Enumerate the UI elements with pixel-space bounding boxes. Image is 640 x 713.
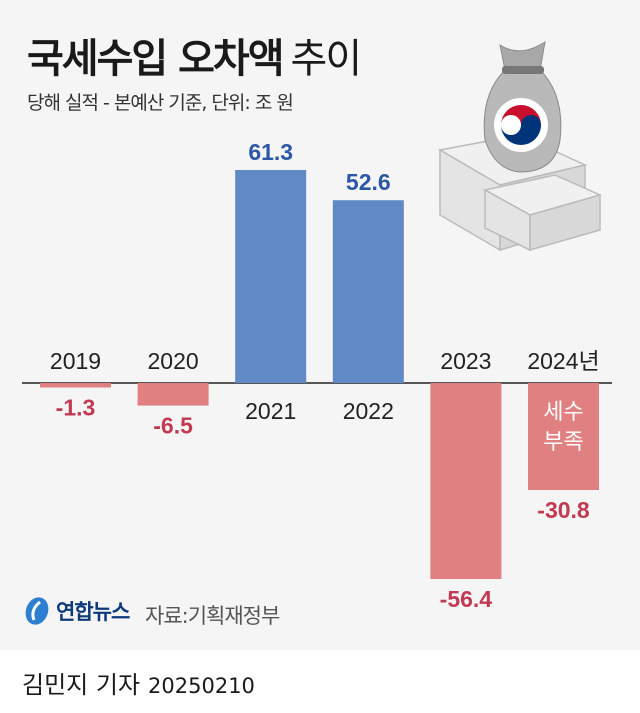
logo-text: 연합뉴스: [56, 600, 130, 624]
bar-2021: [235, 169, 307, 383]
bar-annotation: 세수: [543, 400, 583, 425]
value-label: -6.5: [153, 413, 193, 439]
source-note: 자료:기획재정부: [145, 604, 280, 628]
bar-annotation: 부족: [543, 430, 583, 455]
category-label: 2022: [343, 398, 394, 424]
reporter-name: 김민지 기자: [22, 671, 141, 699]
category-label: 2021: [245, 398, 296, 424]
chart-subtitle: 당해 실적 - 본예산 기준, 단위: 조 원: [27, 92, 294, 114]
value-label: 52.6: [346, 169, 391, 195]
bar-2023: [430, 383, 502, 579]
yonhap-logo: 연합뉴스: [22, 596, 130, 626]
publish-date: 20250210: [148, 674, 255, 698]
category-label: 2024년: [527, 348, 599, 374]
category-label: 2020: [148, 348, 199, 374]
value-label: 61.3: [248, 139, 293, 165]
value-label: -56.4: [440, 586, 493, 612]
bar-chart: -1.3 2019 -6.5 2020 61.3 2021 52.6 2022 -56.4 202…: [22, 40, 612, 612]
byline: 김민지 기자 20250210: [22, 665, 255, 700]
bar-2019: [40, 383, 111, 388]
bar-2024년: [528, 383, 599, 491]
category-label: 2023: [440, 348, 491, 374]
bar-2020: [137, 383, 209, 406]
bar-2022: [332, 200, 404, 383]
money-bag-illustration: [437, 40, 603, 252]
chart-title: 국세수입 오차액 추이: [27, 26, 363, 84]
category-label: 2019: [50, 348, 101, 374]
value-label: -1.3: [56, 395, 96, 421]
yonhap-logo-icon: [25, 597, 49, 625]
value-label: -30.8: [537, 497, 590, 523]
title-light: 추이: [290, 36, 363, 82]
title-bold: 국세수입 오차액: [27, 36, 285, 82]
